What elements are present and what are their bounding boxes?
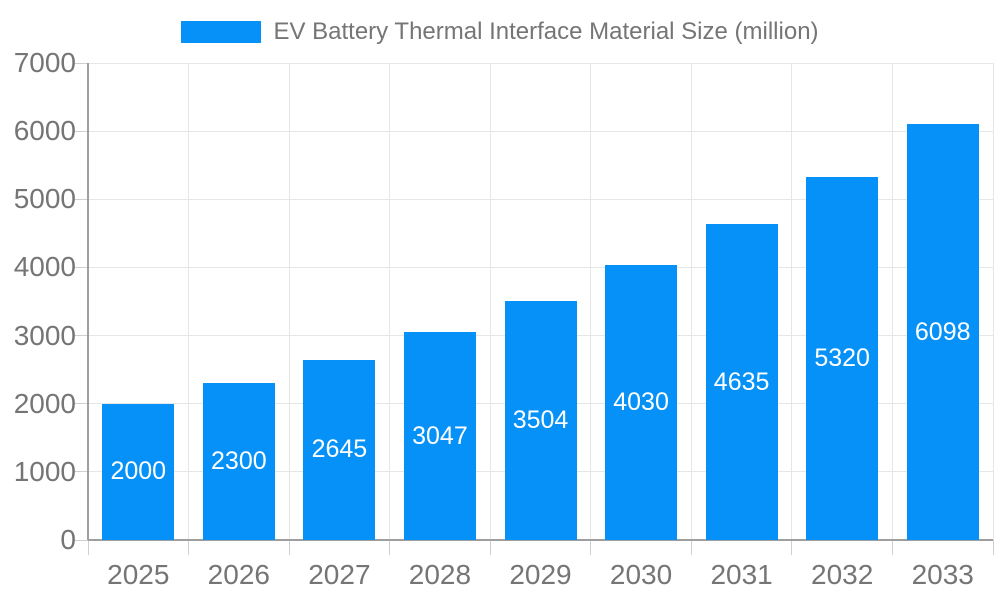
x-axis-tick	[489, 540, 491, 555]
y-axis-label: 2000	[13, 387, 76, 419]
y-axis-label: 7000	[13, 47, 76, 78]
x-gridline	[590, 63, 592, 540]
bar-value-label: 3504	[512, 406, 569, 435]
bar-value-label: 5320	[814, 344, 870, 373]
x-gridline	[489, 63, 491, 540]
legend-label: EV Battery Thermal Interface Material Si…	[273, 18, 819, 45]
x-axis-label: 2026	[207, 559, 270, 590]
x-axis-tick	[590, 540, 592, 555]
bar-2033[interactable]: 6098	[906, 124, 979, 540]
x-axis-line	[88, 539, 993, 541]
y-axis-label: 0	[60, 524, 76, 555]
x-axis-label: 2033	[911, 559, 974, 590]
x-axis-label: 2027	[308, 559, 371, 590]
y-axis-tick	[74, 130, 88, 132]
x-gridline	[891, 63, 893, 540]
x-axis-label: 2029	[509, 559, 572, 590]
x-axis-tick	[891, 540, 893, 555]
y-gridline	[88, 130, 993, 132]
x-axis-tick	[992, 540, 994, 555]
y-axis-tick	[74, 335, 88, 337]
x-gridline	[188, 63, 190, 540]
bar-2031[interactable]: 4635	[705, 224, 778, 540]
bar-2025[interactable]: 2000	[102, 403, 175, 540]
y-axis-label: 1000	[13, 455, 76, 487]
legend[interactable]: EV Battery Thermal Interface Material Si…	[0, 12, 1000, 52]
bar-2027[interactable]: 2645	[303, 359, 376, 540]
y-axis-tick	[74, 403, 88, 405]
y-gridline	[88, 266, 993, 268]
x-axis-tick	[389, 540, 391, 555]
x-axis-tick	[188, 540, 190, 555]
x-axis-tick	[87, 540, 89, 555]
x-axis-label: 2025	[107, 559, 170, 590]
y-axis-label: 5000	[13, 183, 76, 215]
bar-value-label: 4635	[713, 367, 770, 396]
x-axis-label: 2030	[609, 559, 673, 590]
x-axis-label: 2032	[811, 559, 874, 590]
x-axis-tick	[791, 540, 793, 555]
x-gridline	[992, 63, 994, 540]
bar-value-label: 2000	[110, 457, 167, 486]
x-gridline	[389, 63, 391, 540]
x-gridline	[690, 63, 692, 540]
bar-2026[interactable]: 2300	[202, 383, 275, 540]
x-gridline	[288, 63, 290, 540]
bar-value-label: 4030	[613, 388, 669, 417]
x-axis-label: 2031	[710, 559, 773, 590]
bar-2028[interactable]: 3047	[403, 332, 476, 540]
y-axis-label: 4000	[13, 251, 76, 283]
bar-value-label: 2300	[211, 447, 267, 476]
y-axis-tick	[74, 62, 88, 64]
y-axis-label: 6000	[13, 115, 76, 147]
y-axis-tick	[74, 198, 88, 200]
bar-2029[interactable]: 3504	[504, 301, 577, 540]
legend-swatch-icon	[181, 21, 262, 43]
bar-value-label: 2645	[311, 435, 368, 464]
bar-2032[interactable]: 5320	[806, 177, 879, 540]
x-axis-label: 2028	[408, 559, 472, 590]
y-axis-tick	[74, 266, 88, 268]
bar-value-label: 3047	[412, 421, 468, 450]
y-axis-line	[87, 63, 89, 540]
y-axis-label: 3000	[13, 319, 76, 351]
y-gridline	[88, 62, 993, 64]
y-axis-tick	[74, 539, 88, 541]
x-axis-tick	[288, 540, 290, 555]
x-axis-tick	[690, 540, 692, 555]
bar-value-label: 6098	[914, 317, 971, 346]
bar-2030[interactable]: 4030	[605, 265, 678, 540]
x-gridline	[791, 63, 793, 540]
y-axis-tick	[74, 471, 88, 473]
y-gridline	[88, 198, 993, 200]
